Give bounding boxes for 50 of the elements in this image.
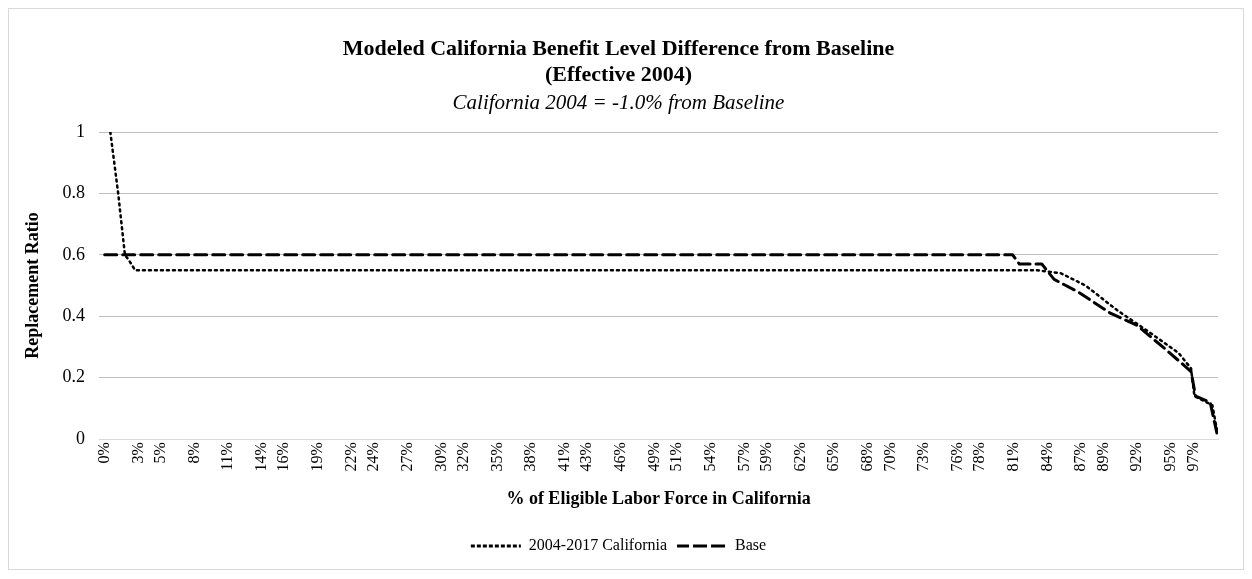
legend-label: 2004-2017 California bbox=[528, 536, 668, 554]
x-tick-label: 30% bbox=[431, 442, 449, 472]
x-tick-label: 46% bbox=[611, 442, 629, 472]
x-tick-label: 14% bbox=[252, 442, 270, 472]
x-tick-label: 81% bbox=[1003, 442, 1021, 472]
x-tick-label: 16% bbox=[274, 442, 292, 472]
chart-subtitle: California 2004 = -1.0% from Baseline bbox=[452, 89, 785, 114]
x-tick-label: 68% bbox=[858, 442, 876, 472]
x-tick-label: 73% bbox=[914, 442, 932, 472]
x-tick-label: 78% bbox=[970, 442, 988, 472]
x-tick-label: 70% bbox=[880, 442, 898, 472]
x-tick-label: 59% bbox=[757, 442, 775, 472]
y-tick-label: 0.6 bbox=[62, 243, 86, 264]
x-tick-label: 11% bbox=[218, 442, 236, 471]
x-tick-label: 76% bbox=[947, 442, 965, 472]
y-tick-label: 0.2 bbox=[62, 366, 86, 387]
x-tick-label: 5% bbox=[151, 442, 169, 464]
x-tick-label: 19% bbox=[308, 442, 326, 472]
x-tick-label: 62% bbox=[790, 442, 808, 472]
x-tick-label: 57% bbox=[734, 442, 752, 472]
x-axis-title: % of Eligible Labor Force in California bbox=[506, 487, 811, 508]
x-tick-label: 89% bbox=[1093, 442, 1111, 472]
y-tick-label: 1 bbox=[76, 120, 86, 141]
x-tick-label: 22% bbox=[341, 442, 359, 472]
x-tick-label: 92% bbox=[1127, 442, 1145, 472]
x-tick-label: 84% bbox=[1037, 442, 1055, 472]
text: Modeled California Benefit Level Difference from Baseline bbox=[342, 34, 895, 60]
x-tick-label: 32% bbox=[454, 442, 472, 472]
x-tick-label: 38% bbox=[521, 442, 539, 472]
x-tick-label: 87% bbox=[1071, 442, 1089, 472]
x-tick-label: 65% bbox=[824, 442, 842, 472]
text: (Effective 2004) bbox=[544, 61, 693, 87]
x-tick-label: 49% bbox=[644, 442, 662, 472]
y-axis-title: Replacement Ratio bbox=[22, 212, 43, 359]
x-tick-label: 41% bbox=[555, 442, 573, 472]
y-tick-label: 0.4 bbox=[62, 304, 86, 325]
x-tick-label: 0% bbox=[94, 442, 112, 464]
x-tick-label: 24% bbox=[364, 442, 382, 472]
x-tick-label: 95% bbox=[1161, 442, 1179, 472]
x-tick-label: 35% bbox=[487, 442, 505, 472]
x-tick-label: 54% bbox=[700, 442, 718, 472]
x-tick-label: 97% bbox=[1183, 442, 1201, 472]
y-tick-label: 0 bbox=[76, 427, 86, 448]
x-tick-label: 43% bbox=[577, 442, 595, 472]
x-tick-label: 51% bbox=[667, 442, 685, 472]
x-tick-label: 8% bbox=[184, 442, 202, 464]
y-tick-label: 0.8 bbox=[62, 182, 86, 203]
x-tick-label: 27% bbox=[397, 442, 415, 472]
legend-label: Base bbox=[735, 536, 767, 554]
x-tick-label: 3% bbox=[128, 442, 146, 464]
